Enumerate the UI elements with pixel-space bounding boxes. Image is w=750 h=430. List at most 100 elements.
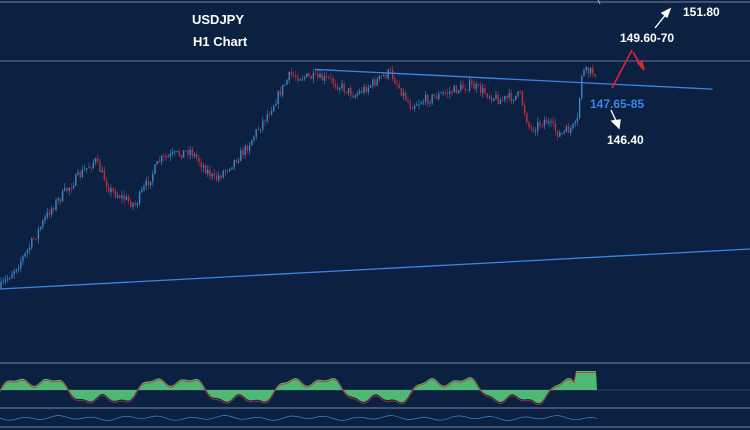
candle-body	[130, 201, 132, 207]
candle-body	[446, 93, 449, 95]
candle-body	[530, 126, 532, 129]
candle-body	[431, 94, 433, 103]
candle-body	[435, 96, 438, 99]
candle-body	[356, 93, 359, 96]
candle-body	[565, 126, 568, 132]
candle-body	[198, 158, 200, 163]
candle-body	[427, 95, 429, 104]
candle-body	[550, 121, 552, 123]
candle-body	[246, 145, 249, 151]
candle-body	[526, 113, 528, 123]
candle-body	[462, 84, 464, 89]
candle-body	[587, 67, 590, 74]
candle-body	[0, 281, 2, 288]
candle-body	[114, 190, 117, 198]
candle-body	[444, 92, 447, 94]
candle-body	[539, 122, 541, 126]
candle-body	[279, 91, 282, 96]
candle-body	[288, 71, 290, 81]
candle-body	[515, 95, 517, 101]
candle-body	[319, 73, 321, 78]
candle-body	[451, 91, 453, 93]
candle-body	[90, 167, 92, 169]
candle-body	[171, 152, 174, 154]
candle-body	[75, 174, 77, 186]
candle-body	[64, 188, 66, 191]
candle-body	[303, 77, 306, 79]
candle-body	[154, 164, 156, 174]
candle-body	[20, 261, 22, 268]
candle-body	[466, 89, 469, 91]
candle-body	[37, 229, 40, 239]
candle-body	[275, 103, 277, 106]
candle-body	[295, 75, 297, 77]
candle-body	[182, 150, 185, 158]
candle-body	[185, 150, 187, 152]
candle-body	[363, 86, 365, 93]
candle-body	[9, 278, 11, 280]
candle-body	[378, 75, 381, 79]
candle-body	[231, 167, 233, 169]
candle-body	[534, 130, 537, 132]
candle-body	[277, 91, 279, 104]
candle-body	[583, 70, 585, 77]
candle-body	[391, 69, 394, 79]
candle-body	[134, 203, 136, 205]
candle-body	[314, 72, 317, 74]
candle-body	[422, 101, 425, 104]
candle-body	[127, 196, 130, 202]
candle-body	[301, 78, 304, 80]
candle-body	[380, 75, 383, 77]
candle-body	[449, 91, 451, 94]
candle-body	[101, 170, 103, 173]
candle-body	[334, 83, 337, 87]
candle-body	[248, 145, 251, 151]
candle-body	[468, 80, 471, 91]
candle-body	[389, 69, 392, 71]
arrow-down-icon	[610, 109, 621, 130]
candle-body	[163, 155, 165, 157]
candle-body	[361, 90, 363, 93]
candle-body	[28, 247, 31, 250]
candle-body	[255, 129, 257, 137]
candle-body	[39, 227, 42, 230]
candle-body	[4, 279, 7, 281]
candle-body	[563, 131, 565, 133]
candle-body	[264, 120, 266, 122]
candle-body	[235, 159, 238, 163]
candle-body	[396, 83, 398, 85]
candle-body	[53, 208, 55, 210]
label-target-high: 151.80	[683, 5, 720, 19]
candle-body	[418, 104, 420, 105]
candle-body	[504, 95, 506, 100]
candle-body	[537, 122, 539, 131]
candle-body	[99, 161, 101, 173]
candle-body	[119, 195, 121, 199]
candle-body	[471, 80, 473, 84]
candle-body	[6, 278, 9, 280]
candle-body	[554, 123, 557, 131]
candle-body	[424, 95, 427, 102]
candle-body	[570, 128, 572, 133]
candle-body	[215, 175, 218, 180]
candle-body	[2, 280, 4, 282]
oscillator-signal-line	[0, 372, 596, 406]
candle-body	[209, 169, 211, 177]
candle-body	[141, 189, 143, 192]
candle-body	[72, 185, 75, 189]
candle-body	[493, 98, 495, 101]
candle-body	[433, 94, 436, 97]
candle-body	[48, 212, 51, 215]
candle-body	[328, 77, 330, 79]
candle-body	[336, 86, 339, 90]
candle-body	[442, 92, 444, 94]
chart-subtitle: H1 Chart	[193, 34, 248, 49]
candle-body	[70, 187, 73, 189]
candle-body	[325, 76, 328, 78]
candle-body	[394, 78, 396, 84]
candle-body	[519, 91, 521, 93]
candle-body	[92, 162, 95, 168]
candle-body	[488, 96, 491, 98]
